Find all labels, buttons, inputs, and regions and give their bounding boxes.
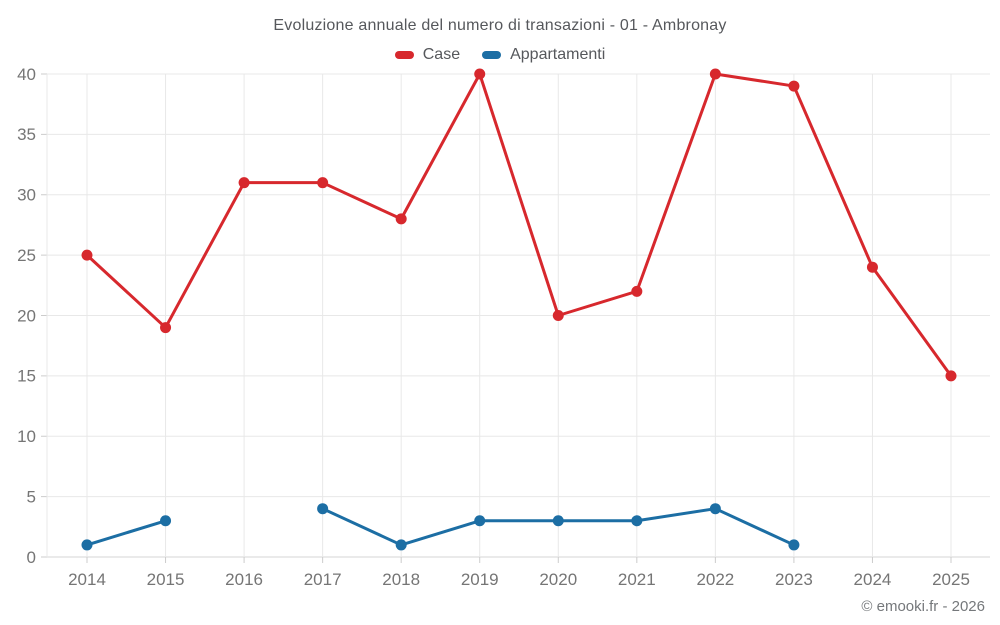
data-point-case-2018[interactable] — [395, 213, 407, 225]
y-axis-label: 10 — [17, 427, 36, 446]
x-axis-label: 2020 — [539, 570, 577, 589]
data-point-appartamenti-2017[interactable] — [317, 503, 329, 515]
data-point-case-2021[interactable] — [631, 285, 643, 297]
y-axis-label: 30 — [17, 186, 36, 205]
data-point-case-2015[interactable] — [160, 322, 172, 334]
data-point-appartamenti-2019[interactable] — [474, 515, 486, 527]
legend-item-appartamenti[interactable]: Appartamenti — [482, 46, 605, 64]
y-axis-label: 25 — [17, 246, 36, 265]
y-axis-label: 35 — [17, 125, 36, 144]
data-point-case-2019[interactable] — [474, 68, 486, 80]
x-axis-label: 2015 — [147, 570, 185, 589]
data-point-appartamenti-2018[interactable] — [395, 539, 407, 551]
data-point-appartamenti-2021[interactable] — [631, 515, 643, 527]
chart-title: Evoluzione annuale del numero di transaz… — [273, 17, 727, 34]
data-point-case-2022[interactable] — [709, 68, 721, 80]
data-point-case-2025[interactable] — [945, 370, 957, 382]
legend-swatch-appartamenti — [482, 51, 502, 59]
series-line-case — [85, 72, 953, 378]
legend: Case Appartamenti — [0, 46, 1000, 64]
y-axis-label: 5 — [27, 487, 36, 506]
data-point-case-2023[interactable] — [788, 80, 800, 92]
data-point-case-2020[interactable] — [552, 310, 564, 321]
x-axis-label: 2019 — [461, 570, 499, 589]
x-axis-label: 2017 — [304, 570, 342, 589]
data-point-appartamenti-2020[interactable] — [552, 515, 564, 527]
y-axis-label: 0 — [27, 548, 36, 567]
x-axis-label: 2022 — [696, 570, 734, 589]
data-point-appartamenti-2015[interactable] — [160, 515, 172, 527]
series-line-appartamenti — [85, 519, 168, 547]
x-axis-label: 2014 — [68, 570, 106, 589]
y-axis-label: 40 — [17, 65, 36, 84]
data-point-appartamenti-2014[interactable] — [81, 539, 93, 551]
y-axis-label: 15 — [17, 367, 36, 386]
legend-label-case: Case — [422, 46, 461, 63]
x-axis-label: 2016 — [225, 570, 263, 589]
data-point-appartamenti-2022[interactable] — [709, 503, 721, 515]
x-axis-label: 2023 — [775, 570, 813, 589]
data-point-case-2016[interactable] — [238, 177, 250, 189]
x-axis-label: 2025 — [932, 570, 970, 589]
x-axis-label: 2018 — [382, 570, 420, 589]
credit: © emooki.fr - 2026 — [861, 598, 985, 615]
x-axis-label: 2024 — [854, 570, 892, 589]
data-point-case-2024[interactable] — [866, 261, 878, 273]
data-point-appartamenti-2023[interactable] — [788, 539, 800, 551]
x-axis-label: 2021 — [618, 570, 656, 589]
legend-swatch-case — [394, 51, 414, 59]
legend-label-appartamenti: Appartamenti — [510, 46, 606, 63]
y-axis-label: 20 — [17, 306, 36, 325]
data-point-case-2017[interactable] — [317, 177, 329, 189]
data-point-case-2014[interactable] — [81, 249, 93, 261]
legend-item-case[interactable]: Case — [394, 46, 461, 64]
